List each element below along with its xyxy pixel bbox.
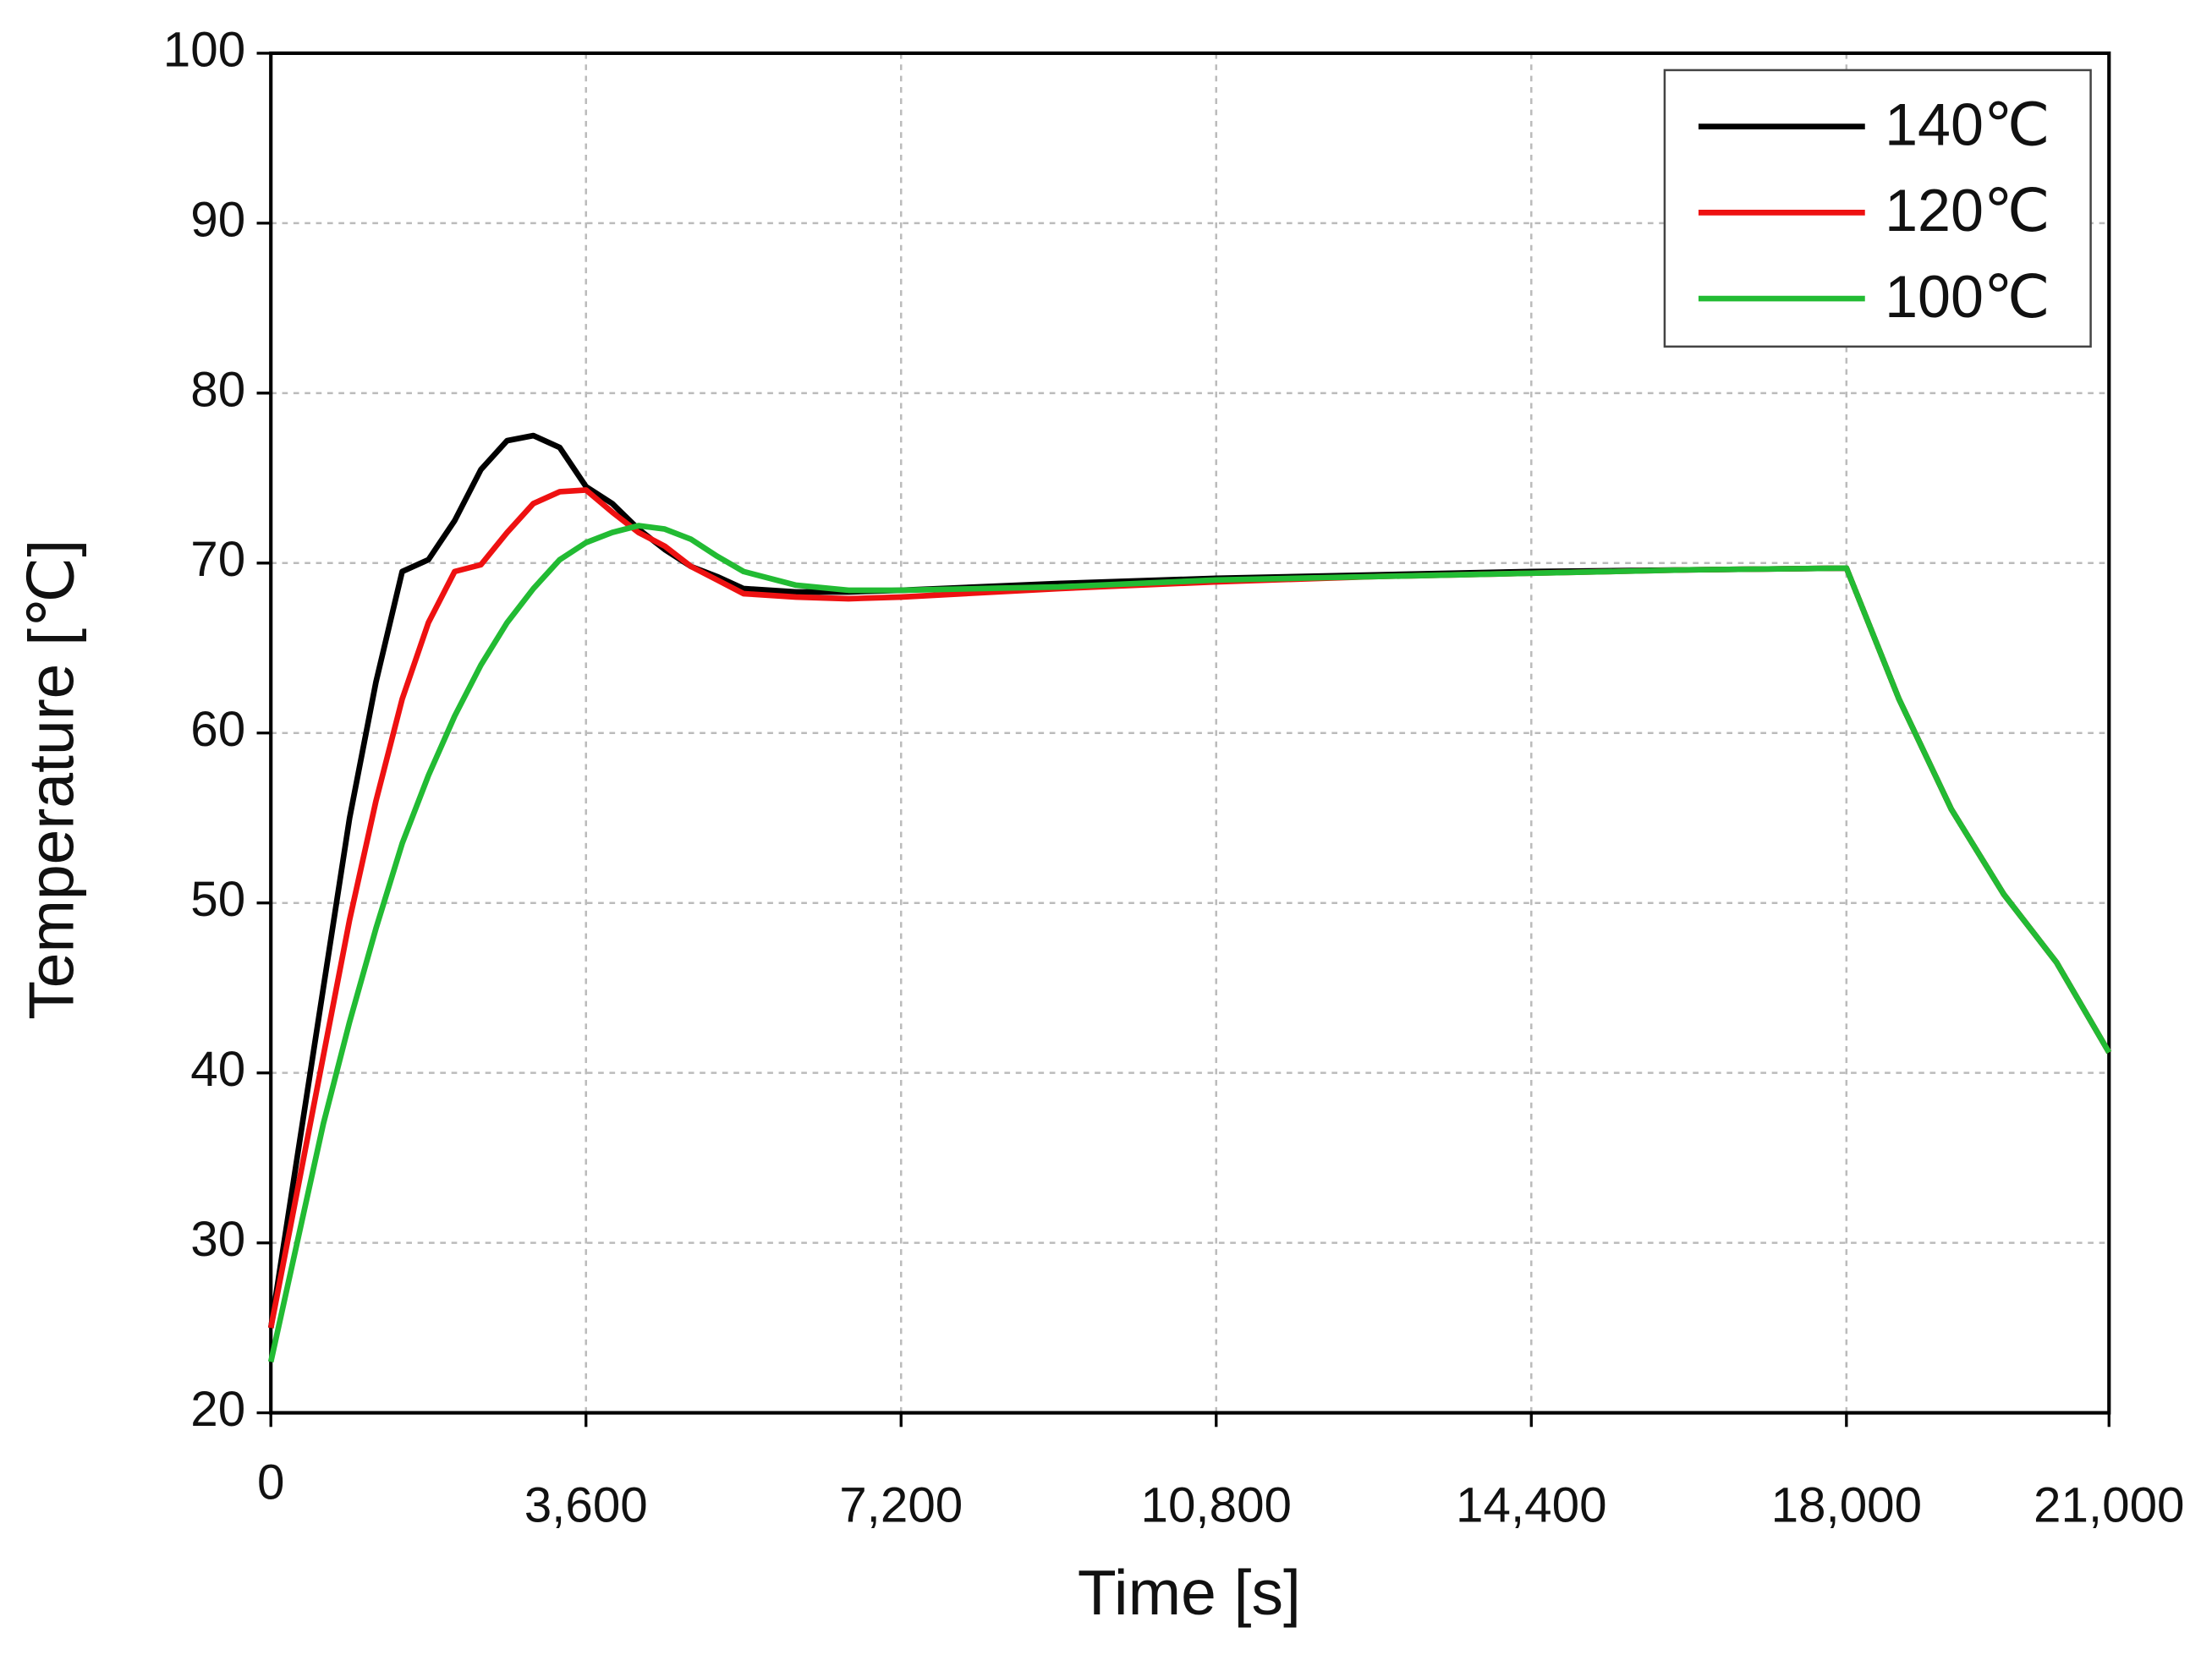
y-tick-label: 20 [190,1382,245,1437]
plot-frame [269,51,2111,1415]
x-tick-label: 7,200 [839,1477,963,1532]
y-axis-label: Temperature [℃] [16,540,87,1020]
x-axis-label: Time [s] [1078,1557,1301,1628]
y-tick-label: 30 [190,1212,245,1267]
y-tick-label: 100 [163,22,245,77]
legend-label: 140℃ [1885,91,2050,157]
y-tick-label: 60 [190,702,245,757]
y-tick-label: 90 [190,192,245,247]
x-tick-label: 3,600 [524,1477,648,1532]
legend-label: 120℃ [1885,178,2050,244]
y-tick-label: 40 [190,1042,245,1097]
series-line [267,523,2112,1363]
series-line [267,487,2112,1329]
x-tick-label: 18,000 [1771,1477,1923,1532]
x-tick-label: 0 [257,1455,284,1510]
x-tick-label: 10,800 [1141,1477,1293,1532]
legend-label: 100℃ [1885,264,2050,330]
y-tick-label: 80 [190,362,245,417]
x-tick-label: 14,400 [1456,1477,1607,1532]
y-tick-label: 70 [190,532,245,587]
x-tick-label: 21,000 [2034,1477,2185,1532]
y-tick-label: 50 [190,872,245,927]
